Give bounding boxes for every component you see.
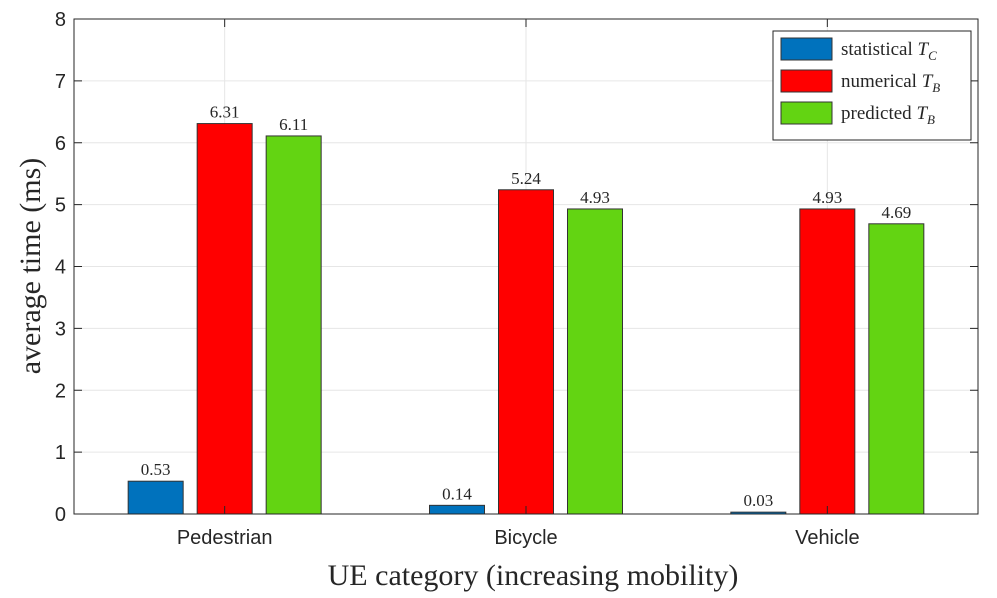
data-label: 6.31 (210, 103, 240, 122)
data-label: 0.53 (141, 460, 171, 479)
legend-label: statistical TC (841, 39, 937, 63)
legend-label-symbol: T (916, 103, 928, 124)
bar (265, 135, 322, 515)
bar (567, 208, 623, 515)
legend-swatch (780, 69, 833, 93)
x-tick-label: Pedestrian (177, 527, 273, 549)
legend-label-text: numerical (841, 71, 922, 92)
data-label: 0.14 (442, 484, 472, 503)
y-tick-label: 5 (55, 195, 66, 217)
plot-box (73, 18, 979, 515)
bar (196, 123, 253, 515)
axes-frame (73, 18, 979, 515)
legend-label-subscript: B (927, 112, 935, 127)
y-axis-title: average time (ms) (14, 158, 47, 375)
bar (127, 480, 184, 515)
x-tick-label: Bicycle (494, 527, 557, 549)
bar (429, 504, 485, 515)
legend-label: numerical TB (841, 71, 940, 95)
legend-label-symbol: T (918, 39, 930, 60)
data-label: 4.69 (881, 203, 911, 222)
y-tick-label: 7 (55, 71, 66, 93)
bar (868, 223, 925, 515)
data-label: 5.24 (511, 169, 541, 188)
labels: 0 1 2 3 4 5 6 7 8 Pedestrian Bicycle Vehicle 0.53 0.1… (55, 9, 911, 549)
bars (127, 123, 925, 515)
y-tick-label: 3 (55, 318, 66, 340)
y-tick-label: 8 (55, 9, 66, 31)
legend-label-subscript: C (928, 48, 937, 63)
y-tick-label: 4 (55, 257, 66, 279)
legend-label-text: statistical (841, 39, 918, 60)
bar (498, 189, 554, 515)
legend-swatch (780, 37, 833, 61)
bar (799, 208, 856, 515)
data-label: 6.11 (279, 115, 308, 134)
legend-label-text: predicted (841, 103, 916, 124)
data-label: 4.93 (580, 188, 610, 207)
legend-swatch (780, 101, 833, 125)
legend-label: predicted TB (841, 103, 935, 127)
y-tick-label: 6 (55, 133, 66, 155)
y-tick-label: 0 (55, 504, 66, 526)
legend-label-subscript: B (932, 80, 940, 95)
data-label: 0.03 (743, 491, 773, 510)
x-axis-title: UE category (increasing mobility) (328, 559, 739, 592)
x-tick-label: Vehicle (795, 527, 860, 549)
y-tick-label: 2 (55, 380, 66, 402)
data-label: 4.93 (812, 188, 842, 207)
legend-label-symbol: T (922, 71, 934, 92)
y-tick-label: 1 (55, 442, 66, 464)
